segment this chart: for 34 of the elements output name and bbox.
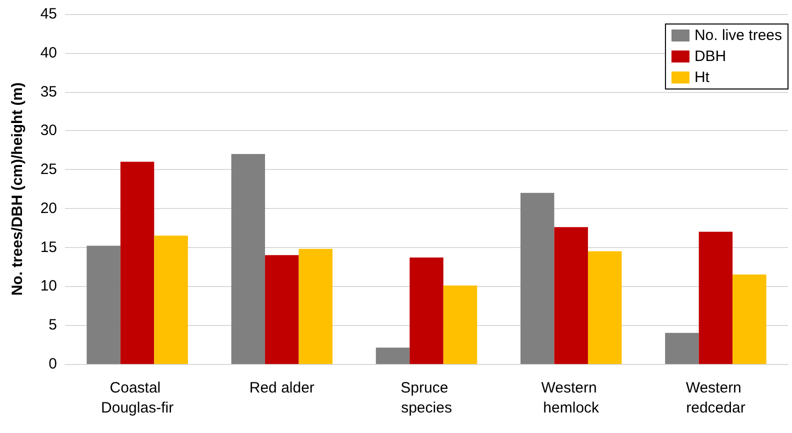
bar	[231, 154, 266, 364]
y-tick-label: 30	[40, 122, 57, 140]
bar	[154, 236, 188, 364]
bar	[376, 348, 410, 364]
bar	[554, 227, 588, 364]
bar	[298, 248, 333, 364]
y-tick-label: 20	[40, 200, 57, 217]
bar	[698, 232, 733, 364]
y-tick-label: 15	[40, 238, 57, 256]
x-tick-label: Spruce species	[400, 380, 452, 416]
x-tick-label: Western hemlock	[541, 380, 601, 416]
y-tick-label: 25	[40, 161, 57, 178]
y-tick-label: 35	[40, 83, 57, 100]
bar	[665, 332, 699, 364]
y-tick-label: 10	[40, 278, 57, 295]
bar	[410, 257, 444, 364]
bar	[443, 285, 478, 364]
y-tick-label: 40	[40, 44, 57, 62]
x-tick-label: Red alder	[249, 380, 314, 396]
y-axis-title: No. trees/DBH (cm)/height (m)	[9, 82, 26, 296]
y-tick-label: 0	[48, 356, 57, 372]
legend-label: DBH	[694, 48, 726, 65]
x-tick-label: Coastal Douglas-fir	[101, 380, 174, 416]
legend-label: Ht	[694, 69, 710, 86]
bar	[265, 255, 299, 364]
bar	[86, 246, 120, 364]
bar	[520, 192, 554, 364]
x-tick-label: Western redcedar	[686, 380, 746, 416]
bar	[732, 274, 766, 364]
legend-label: No. live trees	[694, 27, 782, 44]
bar	[120, 162, 154, 364]
y-tick-label: 45	[40, 6, 57, 22]
bar	[588, 251, 622, 364]
y-tick-label: 5	[48, 316, 57, 334]
